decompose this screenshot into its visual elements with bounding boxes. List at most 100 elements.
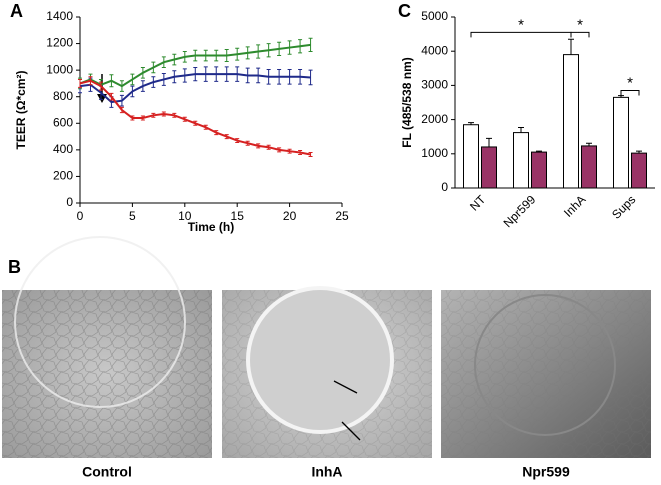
error-bar	[203, 124, 208, 130]
significance-label: *	[627, 74, 633, 91]
error-bar	[235, 47, 240, 61]
error-bar	[78, 78, 82, 88]
error-bar	[636, 150, 642, 154]
micrograph	[2, 236, 212, 458]
error-bar	[486, 137, 492, 147]
error-bar	[518, 126, 524, 133]
error-bar	[119, 106, 124, 114]
error-bar	[256, 143, 261, 149]
image-caption: InhA	[311, 464, 342, 480]
y-tick-label: 0	[66, 195, 73, 209]
error-bar	[172, 112, 177, 118]
error-bar	[161, 111, 166, 117]
error-bar	[203, 66, 208, 82]
error-bar	[182, 116, 187, 122]
error-bar	[245, 67, 250, 84]
error-bar	[182, 68, 187, 83]
x-tick-label: NT	[467, 192, 489, 214]
significance-label: *	[518, 16, 524, 33]
error-bar	[140, 66, 145, 79]
error-bar	[161, 56, 166, 68]
y-axis-label: TEER (Ω*cm²)	[14, 71, 28, 150]
error-bar	[214, 130, 219, 136]
error-bar	[193, 66, 198, 82]
significance-bracket	[620, 90, 640, 96]
error-bar	[119, 80, 124, 92]
error-bar	[109, 92, 114, 101]
error-bar	[119, 94, 124, 107]
y-tick-label: 1000	[46, 62, 73, 76]
series-line	[79, 79, 311, 156]
error-bar	[245, 140, 250, 146]
y-tick-label: 600	[53, 115, 73, 129]
x-tick-label: 25	[335, 209, 349, 223]
error-bar	[151, 76, 156, 88]
error-bar	[140, 115, 145, 121]
x-tick-label: Sups	[609, 192, 638, 221]
error-bar	[224, 66, 229, 82]
error-bar	[618, 95, 624, 98]
y-tick-label: 0	[441, 180, 448, 194]
y-tick-label: 5000	[421, 9, 448, 23]
error-bar	[266, 43, 271, 58]
panel-label: B	[8, 257, 21, 277]
bar	[481, 146, 497, 189]
y-tick-label: 2000	[421, 112, 448, 126]
y-tick-label: 3000	[421, 78, 448, 92]
error-bar	[214, 66, 219, 82]
error-bar	[130, 73, 135, 86]
error-bar	[586, 142, 592, 146]
x-tick-label: InhA	[561, 192, 588, 219]
error-bar	[172, 70, 177, 84]
bar	[613, 96, 629, 189]
error-bar	[193, 120, 198, 126]
error-bar	[536, 150, 542, 153]
error-bar	[287, 148, 292, 154]
error-bar	[140, 80, 145, 92]
error-bar	[256, 44, 261, 59]
y-tick-label: 400	[53, 142, 73, 156]
image-caption: Npr599	[522, 464, 570, 480]
error-bar	[266, 144, 271, 150]
error-bar	[277, 147, 282, 153]
bar	[513, 132, 529, 189]
error-bar	[224, 49, 229, 63]
error-bar	[235, 138, 240, 144]
x-tick-label: 5	[129, 209, 136, 223]
y-tick-label: 1000	[421, 146, 448, 160]
error-bar	[151, 61, 156, 74]
significance-label: *	[577, 16, 583, 33]
error-bar	[130, 115, 135, 121]
bar	[631, 152, 647, 189]
error-bar	[98, 81, 103, 91]
error-bar	[151, 112, 156, 118]
error-bar	[161, 72, 166, 86]
error-bar	[203, 49, 208, 62]
error-bar	[214, 49, 219, 62]
error-bar	[298, 150, 303, 156]
panel-label: A	[10, 1, 23, 21]
bar	[463, 124, 479, 189]
y-axis-label: FL (485/538 nm)	[400, 57, 414, 147]
error-bar	[308, 152, 313, 157]
x-tick-label: 10	[178, 209, 192, 223]
error-bar	[182, 51, 187, 63]
error-bar	[193, 49, 198, 62]
error-bar	[287, 68, 292, 85]
arrow-head	[97, 94, 107, 103]
error-bar	[568, 38, 574, 55]
error-bar	[245, 46, 250, 60]
error-bar	[235, 66, 240, 82]
error-bar	[109, 74, 114, 88]
micrograph	[441, 290, 651, 458]
error-bar	[88, 76, 93, 86]
error-bar	[308, 69, 313, 86]
bar	[531, 151, 547, 189]
significance-bracket	[570, 31, 590, 38]
x-tick-label: 0	[77, 209, 84, 223]
error-bar	[308, 37, 313, 53]
y-tick-label: 1400	[46, 9, 73, 23]
image-caption: Control	[82, 464, 132, 480]
micrograph	[222, 286, 432, 458]
